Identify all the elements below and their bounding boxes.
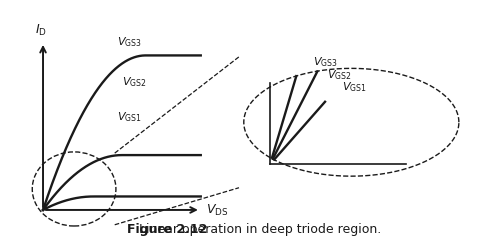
Text: $V_{\mathrm{DS}}$: $V_{\mathrm{DS}}$: [206, 202, 228, 218]
Text: $V_{\mathrm{GS1}}$: $V_{\mathrm{GS1}}$: [117, 110, 142, 124]
Text: $V_{\mathrm{GS2}}$: $V_{\mathrm{GS2}}$: [327, 68, 352, 82]
Text: $I_{\mathrm{D}}$: $I_{\mathrm{D}}$: [35, 23, 46, 38]
Text: $V_{\mathrm{GS1}}$: $V_{\mathrm{GS1}}$: [342, 81, 367, 94]
Text: Linear operation in deep triode region.: Linear operation in deep triode region.: [127, 223, 381, 236]
Text: Figure 2.12: Figure 2.12: [127, 223, 207, 236]
Text: $V_{\mathrm{GS3}}$: $V_{\mathrm{GS3}}$: [117, 36, 142, 49]
Text: $V_{\mathrm{GS3}}$: $V_{\mathrm{GS3}}$: [313, 55, 338, 69]
Text: $V_{\mathrm{GS2}}$: $V_{\mathrm{GS2}}$: [122, 75, 147, 89]
